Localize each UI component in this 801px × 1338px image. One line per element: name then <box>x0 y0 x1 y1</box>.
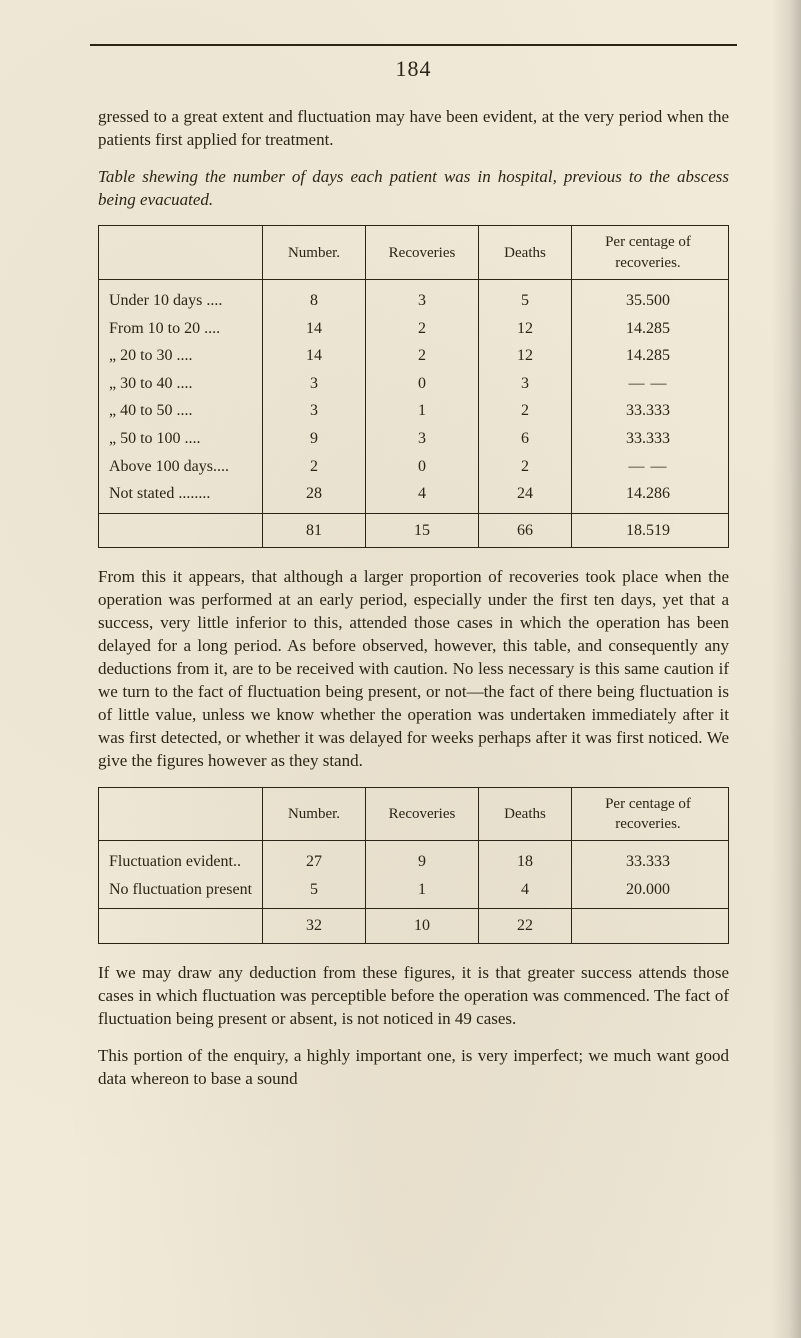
table2-header-row: Number. Recoveries Deaths Per centage of… <box>99 788 728 841</box>
table-row: From 10 to 20 .... 14 2 12 14.285 <box>99 315 728 343</box>
total-pct <box>572 909 729 943</box>
total-label <box>99 513 263 547</box>
row-number: 28 <box>263 480 366 513</box>
table2-header-recoveries: Recoveries <box>366 788 479 841</box>
row-pct: 33.333 <box>572 425 729 453</box>
row-deaths: 24 <box>479 480 572 513</box>
row-pct: — — <box>572 453 729 481</box>
table1-frame: Number. Recoveries Deaths Per centage of… <box>98 225 729 548</box>
row-recoveries: 9 <box>366 841 479 876</box>
table-row: „ 50 to 100 .... 9 3 6 33.333 <box>99 425 728 453</box>
table-row: „ 20 to 30 .... 14 2 12 14.285 <box>99 342 728 370</box>
total-pct: 18.519 <box>572 513 729 547</box>
table-row: Fluctuation evident.. 27 9 18 33.333 <box>99 841 728 876</box>
row-label: „ 40 to 50 .... <box>99 397 263 425</box>
paragraph-intro: gressed to a great extent and fluctuatio… <box>98 106 729 152</box>
table2-header-pct: Per centage of recoveries. <box>572 788 729 841</box>
row-deaths: 2 <box>479 453 572 481</box>
row-recoveries: 3 <box>366 279 479 314</box>
row-recoveries: 0 <box>366 453 479 481</box>
row-deaths: 12 <box>479 342 572 370</box>
row-recoveries: 4 <box>366 480 479 513</box>
table1-header-blank <box>99 226 263 279</box>
row-pct: 14.286 <box>572 480 729 513</box>
row-deaths: 3 <box>479 370 572 398</box>
row-pct: 33.333 <box>572 841 729 876</box>
table1-header-pct: Per centage of recoveries. <box>572 226 729 279</box>
table2-header-deaths: Deaths <box>479 788 572 841</box>
row-pct: 35.500 <box>572 279 729 314</box>
row-label: „ 30 to 40 .... <box>99 370 263 398</box>
page-number: 184 <box>98 54 729 84</box>
row-deaths: 6 <box>479 425 572 453</box>
table1-header-recoveries: Recoveries <box>366 226 479 279</box>
total-recoveries: 15 <box>366 513 479 547</box>
row-number: 14 <box>263 315 366 343</box>
table1: Number. Recoveries Deaths Per centage of… <box>99 226 728 547</box>
table-row: „ 40 to 50 .... 3 1 2 33.333 <box>99 397 728 425</box>
row-number: 3 <box>263 370 366 398</box>
row-label: Under 10 days .... <box>99 279 263 314</box>
row-deaths: 12 <box>479 315 572 343</box>
table-row: Not stated ........ 28 4 24 14.286 <box>99 480 728 513</box>
table-row: Above 100 days.... 2 0 2 — — <box>99 453 728 481</box>
row-pct: 33.333 <box>572 397 729 425</box>
total-deaths: 66 <box>479 513 572 547</box>
total-deaths: 22 <box>479 909 572 943</box>
row-deaths: 4 <box>479 876 572 909</box>
row-recoveries: 3 <box>366 425 479 453</box>
table-row: No fluctuation present 5 1 4 20.000 <box>99 876 728 909</box>
paragraph-closing: This portion of the enquiry, a highly im… <box>98 1045 729 1091</box>
row-label: „ 50 to 100 .... <box>99 425 263 453</box>
row-label: „ 20 to 30 .... <box>99 342 263 370</box>
total-label <box>99 909 263 943</box>
row-label: Above 100 days.... <box>99 453 263 481</box>
row-number: 8 <box>263 279 366 314</box>
table2-header-blank <box>99 788 263 841</box>
table1-header-deaths: Deaths <box>479 226 572 279</box>
row-number: 27 <box>263 841 366 876</box>
table1-header-number: Number. <box>263 226 366 279</box>
row-deaths: 5 <box>479 279 572 314</box>
table1-total-row: 81 15 66 18.519 <box>99 513 728 547</box>
total-recoveries: 10 <box>366 909 479 943</box>
total-number: 32 <box>263 909 366 943</box>
paragraph-deduction: If we may draw any deduction from these … <box>98 962 729 1031</box>
row-number: 9 <box>263 425 366 453</box>
row-pct: — — <box>572 370 729 398</box>
row-label: No fluctuation present <box>99 876 263 909</box>
table2-frame: Number. Recoveries Deaths Per centage of… <box>98 787 729 944</box>
top-rule <box>90 44 737 46</box>
row-recoveries: 1 <box>366 876 479 909</box>
row-recoveries: 0 <box>366 370 479 398</box>
row-recoveries: 1 <box>366 397 479 425</box>
table1-header-row: Number. Recoveries Deaths Per centage of… <box>99 226 728 279</box>
total-number: 81 <box>263 513 366 547</box>
row-pct: 20.000 <box>572 876 729 909</box>
row-number: 3 <box>263 397 366 425</box>
scanned-page: 184 gressed to a great extent and fluctu… <box>0 0 801 1338</box>
row-number: 14 <box>263 342 366 370</box>
row-recoveries: 2 <box>366 315 479 343</box>
row-number: 2 <box>263 453 366 481</box>
row-recoveries: 2 <box>366 342 479 370</box>
table2-total-row: 32 10 22 <box>99 909 728 943</box>
row-deaths: 2 <box>479 397 572 425</box>
row-label: From 10 to 20 .... <box>99 315 263 343</box>
row-deaths: 18 <box>479 841 572 876</box>
row-pct: 14.285 <box>572 342 729 370</box>
table2: Number. Recoveries Deaths Per centage of… <box>99 788 728 943</box>
table-row: Under 10 days .... 8 3 5 35.500 <box>99 279 728 314</box>
row-number: 5 <box>263 876 366 909</box>
row-pct: 14.285 <box>572 315 729 343</box>
row-label: Not stated ........ <box>99 480 263 513</box>
table2-header-number: Number. <box>263 788 366 841</box>
paragraph-analysis: From this it appears, that although a la… <box>98 566 729 772</box>
table-row: „ 30 to 40 .... 3 0 3 — — <box>99 370 728 398</box>
row-label: Fluctuation evident.. <box>99 841 263 876</box>
table1-caption: Table shewing the number of days each pa… <box>98 166 729 212</box>
